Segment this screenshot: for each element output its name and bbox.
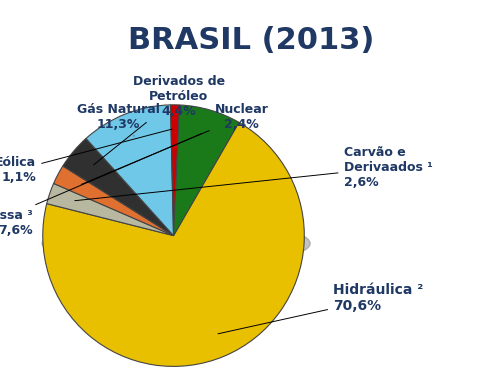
Text: Eólica
1,1%: Eólica 1,1% [0,129,172,184]
Wedge shape [47,183,174,236]
Text: Gás Natural
11,3%: Gás Natural 11,3% [77,103,160,136]
Text: Derivados de
Petróleo
4,4%: Derivados de Petróleo 4,4% [94,75,225,165]
Text: Hidráulica ²
70,6%: Hidráulica ² 70,6% [218,283,424,334]
Ellipse shape [42,219,310,267]
Wedge shape [86,105,174,236]
Wedge shape [54,166,174,236]
Text: Biomassa ³
7,6%: Biomassa ³ 7,6% [0,134,201,236]
Text: BRASIL (2013): BRASIL (2013) [128,26,375,55]
Wedge shape [171,105,180,236]
Wedge shape [174,105,239,236]
Wedge shape [63,138,174,236]
Text: Nuclear
2,4%: Nuclear 2,4% [81,103,269,184]
Text: Carvão e
Derivaados ¹
2,6%: Carvão e Derivaados ¹ 2,6% [75,146,432,201]
Wedge shape [43,122,304,367]
